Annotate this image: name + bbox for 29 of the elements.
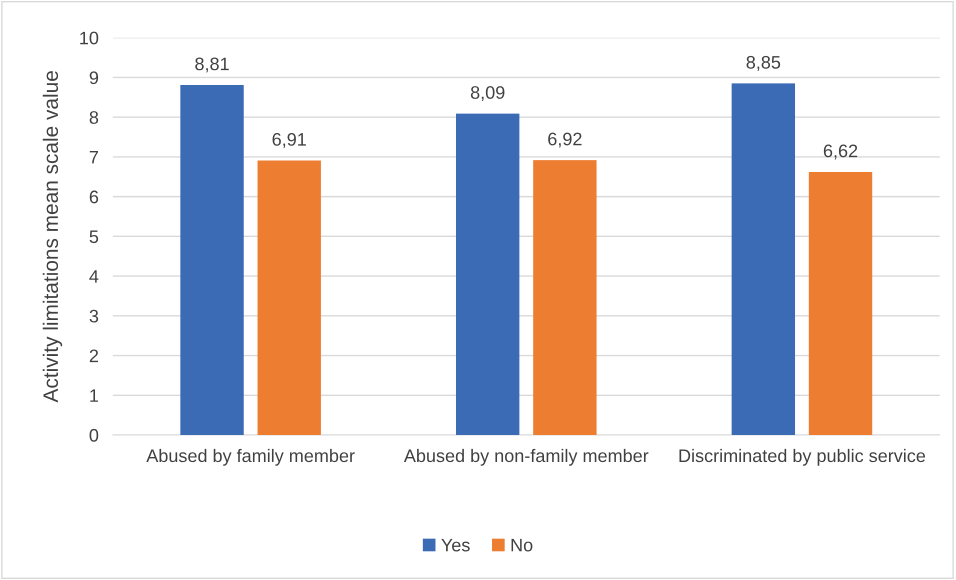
x-tick-label: Discriminated by public service	[679, 448, 926, 466]
y-tick-label: 3	[90, 310, 98, 323]
x-tick-label: Abused by family member	[146, 448, 355, 466]
bar	[808, 172, 872, 435]
data-label: 8,09	[470, 86, 504, 102]
y-tick-label: 0	[90, 428, 98, 442]
legend-label: No	[512, 538, 532, 552]
data-label: 6,92	[548, 132, 582, 148]
legend-label: Yes	[441, 538, 470, 552]
y-axis-title: Activity limitations mean scale value	[42, 71, 62, 402]
data-label: 8,81	[195, 58, 229, 72]
y-tick-label: 2	[90, 349, 98, 362]
data-label: 6,62	[824, 144, 858, 160]
data-label: 8,85	[746, 56, 780, 71]
bar	[533, 160, 597, 435]
bar	[180, 84, 244, 435]
bar	[732, 83, 796, 435]
y-tick-label: 8	[90, 111, 98, 124]
bar	[456, 114, 520, 435]
y-tick-label: 9	[90, 71, 98, 84]
bar	[258, 160, 321, 435]
y-tick-label: 1	[90, 389, 98, 402]
y-tick-label: 7	[90, 151, 98, 164]
y-tick-label: 10	[80, 32, 98, 44]
y-tick-label: 4	[89, 270, 98, 283]
data-label: 6,91	[272, 133, 306, 148]
x-tick-label: Abused by non-family member	[404, 448, 648, 466]
y-tick-label: 5	[90, 230, 98, 244]
y-tick-label: 6	[90, 190, 98, 204]
